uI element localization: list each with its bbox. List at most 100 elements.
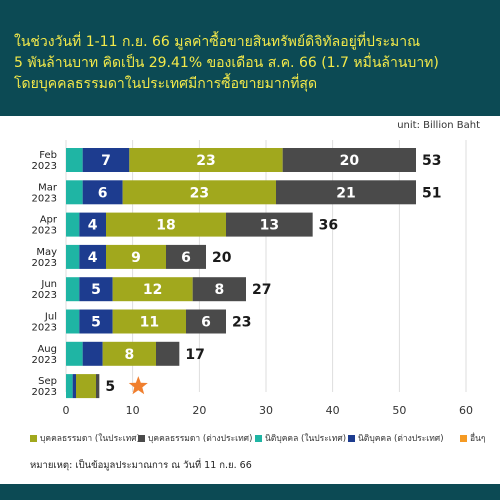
total-label: 5 xyxy=(105,379,115,395)
bar-segment xyxy=(112,309,186,334)
total-label: 23 xyxy=(232,315,251,331)
bar-segment xyxy=(66,374,73,399)
category-label: May xyxy=(36,247,57,258)
segment-value-label: 6 xyxy=(201,315,211,331)
header-line-1: ในช่วงวันที่ 1-11 ก.ย. 66 มูลค่าซื้อขายส… xyxy=(14,34,421,50)
category-label: Apr xyxy=(40,215,58,226)
segment-value-label: 18 xyxy=(156,218,175,234)
header-banner: ในช่วงวันที่ 1-11 ก.ย. 66 มูลค่าซื้อขายส… xyxy=(0,0,500,116)
x-tick-label: 50 xyxy=(392,404,406,417)
bar-segment xyxy=(66,277,80,302)
category-label: Mar xyxy=(38,182,58,193)
category-label: 2023 xyxy=(32,226,57,237)
bar-segment xyxy=(66,180,83,205)
bar-segment xyxy=(66,309,80,334)
total-label: 36 xyxy=(319,218,338,234)
x-tick-label: 40 xyxy=(326,404,340,417)
total-label: 20 xyxy=(212,250,232,266)
bar-segment xyxy=(72,374,76,399)
bar-segment xyxy=(82,180,123,205)
legend-label: นิติบุคคล (ในประเทศ) xyxy=(265,434,347,444)
chart-card xyxy=(10,116,490,490)
bar-segment xyxy=(66,341,83,366)
bar-segment xyxy=(66,212,80,237)
bar-segment xyxy=(192,277,246,302)
category-label: Jul xyxy=(44,312,57,323)
bar-segment xyxy=(76,374,96,399)
segment-value-label: 23 xyxy=(190,185,209,201)
category-label: Aug xyxy=(37,344,57,355)
category-label: 2023 xyxy=(32,161,57,172)
bar-segment xyxy=(79,309,113,334)
bar-segment xyxy=(82,148,130,172)
legend-swatch xyxy=(460,434,467,442)
segment-value-label: 12 xyxy=(143,282,162,298)
bar-segment xyxy=(156,341,180,366)
bar-segment xyxy=(276,180,416,205)
category-label: 2023 xyxy=(32,290,57,301)
segment-value-label: 9 xyxy=(131,250,141,266)
footer-band xyxy=(0,484,500,500)
legend-item: บุคคลธรรมดา (ในประเทศ) xyxy=(30,431,140,445)
segment-value-label: 6 xyxy=(181,250,191,266)
legend-swatch xyxy=(348,434,355,442)
bar-segment xyxy=(106,212,226,237)
legend-swatch xyxy=(255,434,262,442)
bar-segment xyxy=(112,277,193,302)
legend-label: นิติบุคคล (ต่างประเทศ) xyxy=(358,434,444,444)
x-tick-label: 10 xyxy=(126,404,140,417)
bar-segment xyxy=(82,341,103,366)
segment-value-label: 20 xyxy=(340,153,360,169)
category-label: 2023 xyxy=(32,193,57,204)
header-line-2: 5 พันล้านบาท คิดเป็น 29.41% ของเดือน ส.ค… xyxy=(14,55,439,71)
chart-legend: บุคคลธรรมดา (ในประเทศ) บุคคลธรรมดา (ต่างป… xyxy=(30,431,500,445)
category-label: 2023 xyxy=(32,355,57,366)
category-label: Jun xyxy=(40,279,57,290)
unit-label: unit: Billion Baht xyxy=(397,120,480,131)
star-icon xyxy=(128,376,148,395)
category-label: 2023 xyxy=(32,387,57,398)
category-label: Sep xyxy=(38,376,57,387)
bar-segment xyxy=(122,180,277,205)
segment-value-label: 23 xyxy=(196,153,215,169)
legend-item: บุคคลธรรมดา (ต่างประเทศ) xyxy=(138,431,252,445)
bar-segment xyxy=(102,341,156,366)
segment-value-label: 4 xyxy=(88,218,98,234)
legend-label: บุคคลธรรมดา (ต่างประเทศ) xyxy=(148,434,253,444)
total-label: 17 xyxy=(185,347,204,363)
x-tick-label: 20 xyxy=(192,404,206,417)
legend-item: นิติบุคคล (ในประเทศ) xyxy=(255,431,346,445)
segment-value-label: 8 xyxy=(124,347,134,363)
x-tick-label: 30 xyxy=(259,404,273,417)
legend-label: บุคคลธรรมดา (ในประเทศ) xyxy=(40,434,140,444)
legend-label: อื่นๆ xyxy=(470,434,486,444)
bar-segment xyxy=(96,374,100,399)
x-tick-label: 0 xyxy=(63,404,70,417)
bar-segment xyxy=(79,244,106,269)
segment-value-label: 5 xyxy=(91,315,101,331)
bar-segment xyxy=(186,309,226,334)
total-label: 27 xyxy=(252,282,271,298)
segment-value-label: 21 xyxy=(336,185,355,201)
category-label: 2023 xyxy=(32,323,57,334)
segment-value-label: 6 xyxy=(98,185,108,201)
segment-value-label: 4 xyxy=(88,250,98,266)
bar-segment xyxy=(129,148,283,172)
bar-segment xyxy=(79,277,113,302)
header-line-3: โดยบุคคลธรรมดาในประเทศมีการซื้อขายมากที่… xyxy=(14,76,318,92)
bar-segment xyxy=(106,244,166,269)
legend-item: นิติบุคคล (ต่างประเทศ) xyxy=(348,431,444,445)
x-tick-label: 60 xyxy=(459,404,473,417)
segment-value-label: 13 xyxy=(260,218,279,234)
category-label: Feb xyxy=(39,150,57,161)
category-label: 2023 xyxy=(32,258,57,269)
segment-value-label: 5 xyxy=(91,282,101,298)
bar-segment xyxy=(79,212,106,237)
segment-value-label: 11 xyxy=(140,315,159,331)
bar-segment xyxy=(66,148,83,172)
bar-segment xyxy=(166,244,206,269)
legend-swatch xyxy=(138,434,145,442)
total-label: 51 xyxy=(422,185,441,201)
bar-segment xyxy=(226,212,313,237)
